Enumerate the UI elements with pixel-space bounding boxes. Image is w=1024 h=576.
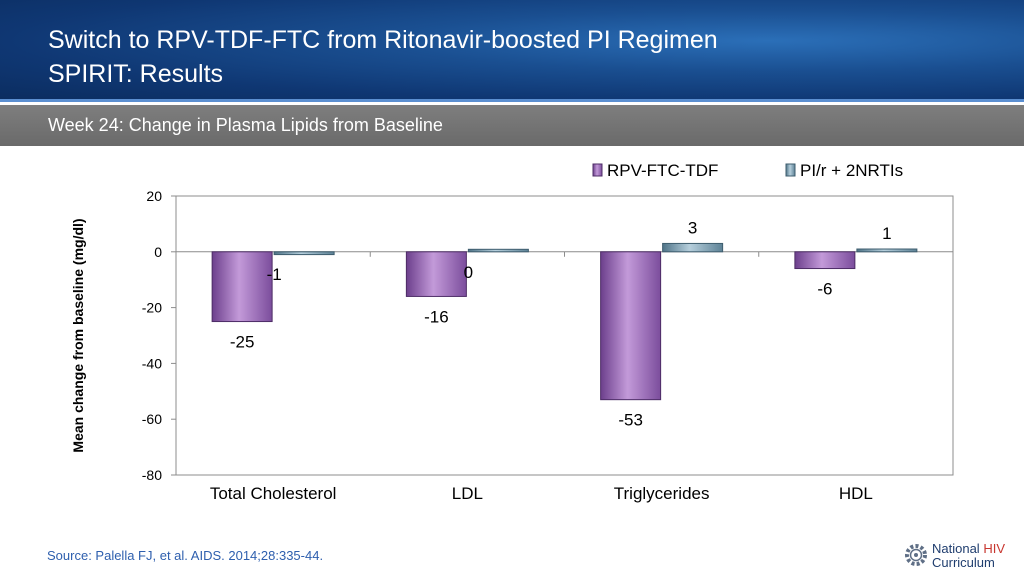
- x-category-label: HDL: [839, 484, 873, 503]
- legend-swatch: [592, 163, 603, 177]
- bar-pi-r-2nrtis: [467, 248, 529, 253]
- data-label: -6: [817, 280, 832, 299]
- slide-title: Switch to RPV-TDF-FTC from Ritonavir-boo…: [48, 23, 718, 91]
- logo-hiv: HIV: [983, 541, 1005, 556]
- legend-label: RPV-FTC-TDF: [607, 161, 718, 180]
- legend-label: PI/r + 2NRTIs: [800, 161, 903, 180]
- data-label: -53: [618, 411, 643, 430]
- legend-swatch: [785, 163, 796, 177]
- header-banner: Switch to RPV-TDF-FTC from Ritonavir-boo…: [0, 0, 1024, 102]
- plot-area-frame: [175, 195, 954, 476]
- data-label: 1: [882, 224, 891, 243]
- bar-rpv-ftc-tdf: [600, 251, 662, 401]
- y-tick-label: -60: [142, 411, 162, 427]
- x-category-label: Triglycerides: [614, 484, 710, 503]
- logo-national: National: [932, 541, 984, 556]
- bar-pi-r-2nrtis: [856, 248, 918, 253]
- subheader-bar: Week 24: Change in Plasma Lipids from Ba…: [0, 105, 1024, 146]
- bar-rpv-ftc-tdf: [405, 251, 467, 297]
- y-tick-label: -40: [142, 355, 162, 371]
- bar-pi-r-2nrtis: [662, 242, 724, 253]
- title-line-1: Switch to RPV-TDF-FTC from Ritonavir-boo…: [48, 26, 718, 54]
- y-tick-label: -80: [142, 467, 162, 483]
- y-tick-label: 0: [154, 244, 162, 260]
- bar-pi-r-2nrtis: [273, 251, 335, 256]
- data-label: -1: [267, 265, 282, 284]
- y-tick-label: 20: [146, 188, 162, 204]
- source-citation: Source: Palella FJ, et al. AIDS. 2014;28…: [47, 548, 324, 563]
- subheader-text: Week 24: Change in Plasma Lipids from Ba…: [48, 115, 443, 135]
- national-hiv-curriculum-logo: National HIV Curriculum: [902, 541, 1018, 573]
- data-label: -16: [424, 307, 449, 326]
- y-tick-label: -20: [142, 300, 162, 316]
- data-label: 3: [688, 218, 697, 237]
- title-line-2: SPIRIT: Results: [48, 60, 224, 88]
- logo-curriculum: Curriculum: [932, 555, 995, 570]
- gear-logo-icon: [905, 544, 927, 566]
- x-category-label: LDL: [452, 484, 483, 503]
- x-category-label: Total Cholesterol: [210, 484, 337, 503]
- bar-rpv-ftc-tdf: [794, 251, 856, 270]
- data-label: -25: [230, 333, 255, 352]
- y-axis-title: Mean change from baseline (mg/dl): [70, 218, 86, 452]
- bar-rpv-ftc-tdf: [211, 251, 273, 323]
- logo-text: National HIV Curriculum: [932, 542, 1005, 570]
- data-label: 0: [464, 263, 473, 282]
